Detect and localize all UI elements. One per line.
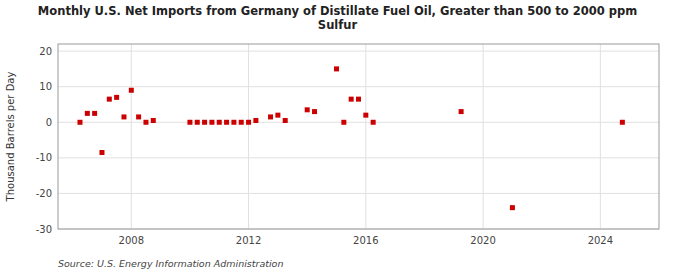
- y-tick-label: 20: [39, 46, 52, 57]
- point: [187, 120, 192, 125]
- x-grid-line: [365, 44, 366, 229]
- point: [121, 114, 126, 119]
- y-grid-line: [58, 86, 659, 87]
- y-tick-label: -30: [36, 224, 52, 235]
- chart-title: Monthly U.S. Net Imports from Germany of…: [38, 4, 637, 32]
- point: [217, 120, 222, 125]
- y-axis-label: Thousand Barrels per Day: [5, 72, 16, 203]
- point: [107, 97, 112, 102]
- point: [239, 120, 244, 125]
- grid: [58, 44, 659, 229]
- x-tick-label: 2024: [588, 235, 613, 246]
- point: [356, 97, 361, 102]
- x-tick-label: 2016: [353, 235, 378, 246]
- y-tick-label: -20: [36, 188, 52, 199]
- point: [246, 120, 251, 125]
- point: [151, 118, 156, 123]
- chart-container: Monthly U.S. Net Imports from Germany of…: [0, 0, 675, 275]
- x-tick-label: 2012: [236, 235, 261, 246]
- plot-frame: [58, 44, 659, 229]
- point: [77, 120, 82, 125]
- x-grid-line: [131, 44, 132, 229]
- point: [620, 120, 625, 125]
- point: [85, 111, 90, 116]
- point: [202, 120, 207, 125]
- x-grid-line: [600, 44, 601, 229]
- y-grid-line: [58, 193, 659, 194]
- y-tick-label: 10: [39, 81, 52, 92]
- point: [129, 88, 134, 93]
- background: [0, 0, 675, 275]
- point: [114, 95, 119, 100]
- point: [209, 120, 214, 125]
- point: [231, 120, 236, 125]
- chart-svg: Monthly U.S. Net Imports from Germany of…: [0, 0, 675, 275]
- x-grid-line: [248, 44, 249, 229]
- x-tick-label: 2020: [470, 235, 495, 246]
- y-tick-label: -10: [36, 152, 52, 163]
- x-tick-label: 2008: [119, 235, 144, 246]
- point: [283, 118, 288, 123]
- points: [77, 66, 624, 210]
- point: [268, 114, 273, 119]
- point: [349, 97, 354, 102]
- point: [510, 205, 515, 210]
- y-tick-label: 0: [46, 117, 52, 128]
- point: [459, 109, 464, 114]
- point: [92, 111, 97, 116]
- source-note: Source: U.S. Energy Information Administ…: [58, 258, 283, 269]
- y-grid-line: [58, 51, 659, 52]
- point: [136, 114, 141, 119]
- title-line: Sulfur: [318, 18, 358, 32]
- point: [305, 107, 310, 112]
- point: [334, 66, 339, 71]
- point: [253, 118, 258, 123]
- point: [371, 120, 376, 125]
- point: [363, 113, 368, 118]
- point: [143, 120, 148, 125]
- point: [341, 120, 346, 125]
- point: [224, 120, 229, 125]
- point: [275, 113, 280, 118]
- point: [99, 150, 104, 155]
- point: [312, 109, 317, 114]
- point: [195, 120, 200, 125]
- x-grid-line: [483, 44, 484, 229]
- title-line: Monthly U.S. Net Imports from Germany of…: [38, 4, 637, 18]
- y-grid-line: [58, 157, 659, 158]
